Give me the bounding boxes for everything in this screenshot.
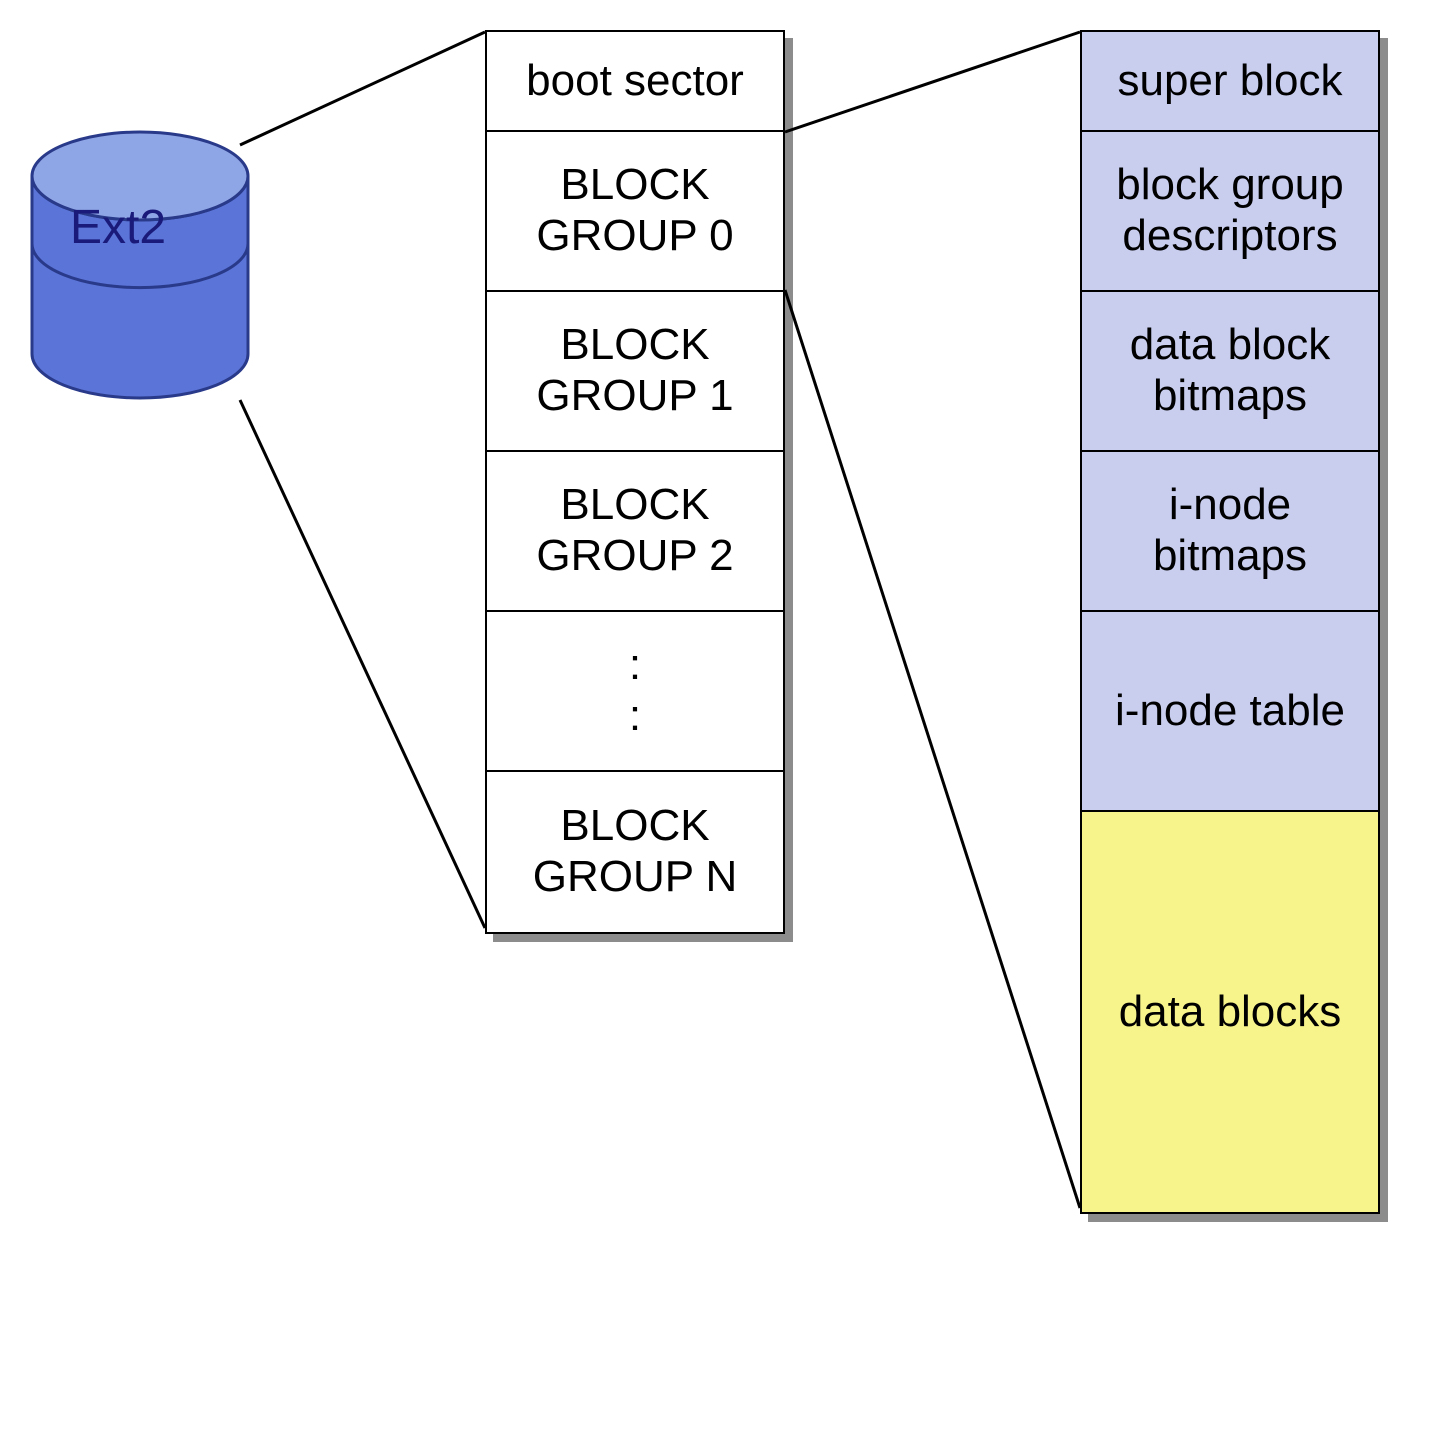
block-group-cell: block groupdescriptors: [1082, 132, 1378, 292]
disk-layout-cell-label: BLOCKGROUP 1: [536, 320, 733, 421]
block-group-cell: super block: [1082, 32, 1378, 132]
disk-layout-cell: BLOCKGROUP 0: [487, 132, 783, 292]
block-group-layout-column: super block block groupdescriptors data bl…: [1080, 30, 1380, 1214]
disk-layout-cell-label: boot sector: [526, 56, 744, 107]
block-group-cell-label: data blockbitmaps: [1130, 320, 1331, 421]
ext2-label: Ext2: [70, 200, 166, 255]
disk-layout-cell: boot sector: [487, 32, 783, 132]
disk-layout-cell: ::: [487, 612, 783, 772]
block-group-cell-label: block groupdescriptors: [1116, 160, 1343, 261]
disk-layout-cell: BLOCKGROUP N: [487, 772, 783, 932]
disk-layout-cell: BLOCKGROUP 1: [487, 292, 783, 452]
disk-layout-cell-label: BLOCKGROUP 0: [536, 160, 733, 261]
disk-layout-cell-label: ::: [629, 640, 641, 741]
block-group-cell-label: super block: [1117, 56, 1342, 107]
block-group-cell: data blockbitmaps: [1082, 292, 1378, 452]
block-group-cell: i-nodebitmaps: [1082, 452, 1378, 612]
block-group-cell-label: data blocks: [1119, 987, 1342, 1038]
disk-layout-cell-label: BLOCKGROUP 2: [536, 480, 733, 581]
block-group-cell-label: i-nodebitmaps: [1153, 480, 1307, 581]
disk-layout-cell: BLOCKGROUP 2: [487, 452, 783, 612]
disk-layout-column: boot sector BLOCKGROUP 0 BLOCKGROUP 1 BLOCK…: [485, 30, 785, 934]
block-group-cell-label: i-node table: [1115, 686, 1345, 737]
block-group-cell: data blocks: [1082, 812, 1378, 1212]
block-group-cell: i-node table: [1082, 612, 1378, 812]
disk-layout-cell-label: BLOCKGROUP N: [533, 801, 738, 902]
ext2-cylinder: Ext2: [30, 130, 250, 400]
